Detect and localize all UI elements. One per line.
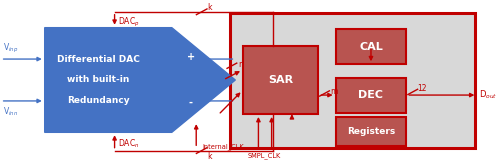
Text: k: k [208,3,212,12]
Text: 12: 12 [417,84,426,93]
Polygon shape [44,28,236,132]
Text: SAR: SAR [268,75,293,85]
FancyBboxPatch shape [336,117,406,146]
Text: DAC$_{n}$: DAC$_{n}$ [118,138,140,150]
Text: n: n [238,60,242,69]
Text: V$_{inn}$: V$_{inn}$ [3,106,18,118]
Text: SMPL_CLK: SMPL_CLK [248,152,281,159]
Text: CAL: CAL [359,42,383,52]
Text: Differential DAC: Differential DAC [56,55,140,64]
FancyBboxPatch shape [336,29,406,64]
Text: DEC: DEC [358,90,384,100]
Polygon shape [184,39,223,121]
Text: Registers: Registers [347,127,395,136]
Text: Internal_CLK: Internal_CLK [202,143,243,150]
Text: Redundancy: Redundancy [67,96,130,105]
Text: DAC$_{p}$: DAC$_{p}$ [118,16,140,29]
Text: m: m [330,87,338,96]
FancyBboxPatch shape [336,78,406,113]
FancyBboxPatch shape [242,46,318,114]
FancyBboxPatch shape [230,13,475,148]
Text: V$_{inp}$: V$_{inp}$ [3,41,18,54]
Text: k: k [208,152,212,161]
Text: -: - [189,98,193,108]
Text: with built-in: with built-in [67,75,130,85]
Text: +: + [187,52,195,62]
Text: D$_{out}$: D$_{out}$ [479,89,497,101]
